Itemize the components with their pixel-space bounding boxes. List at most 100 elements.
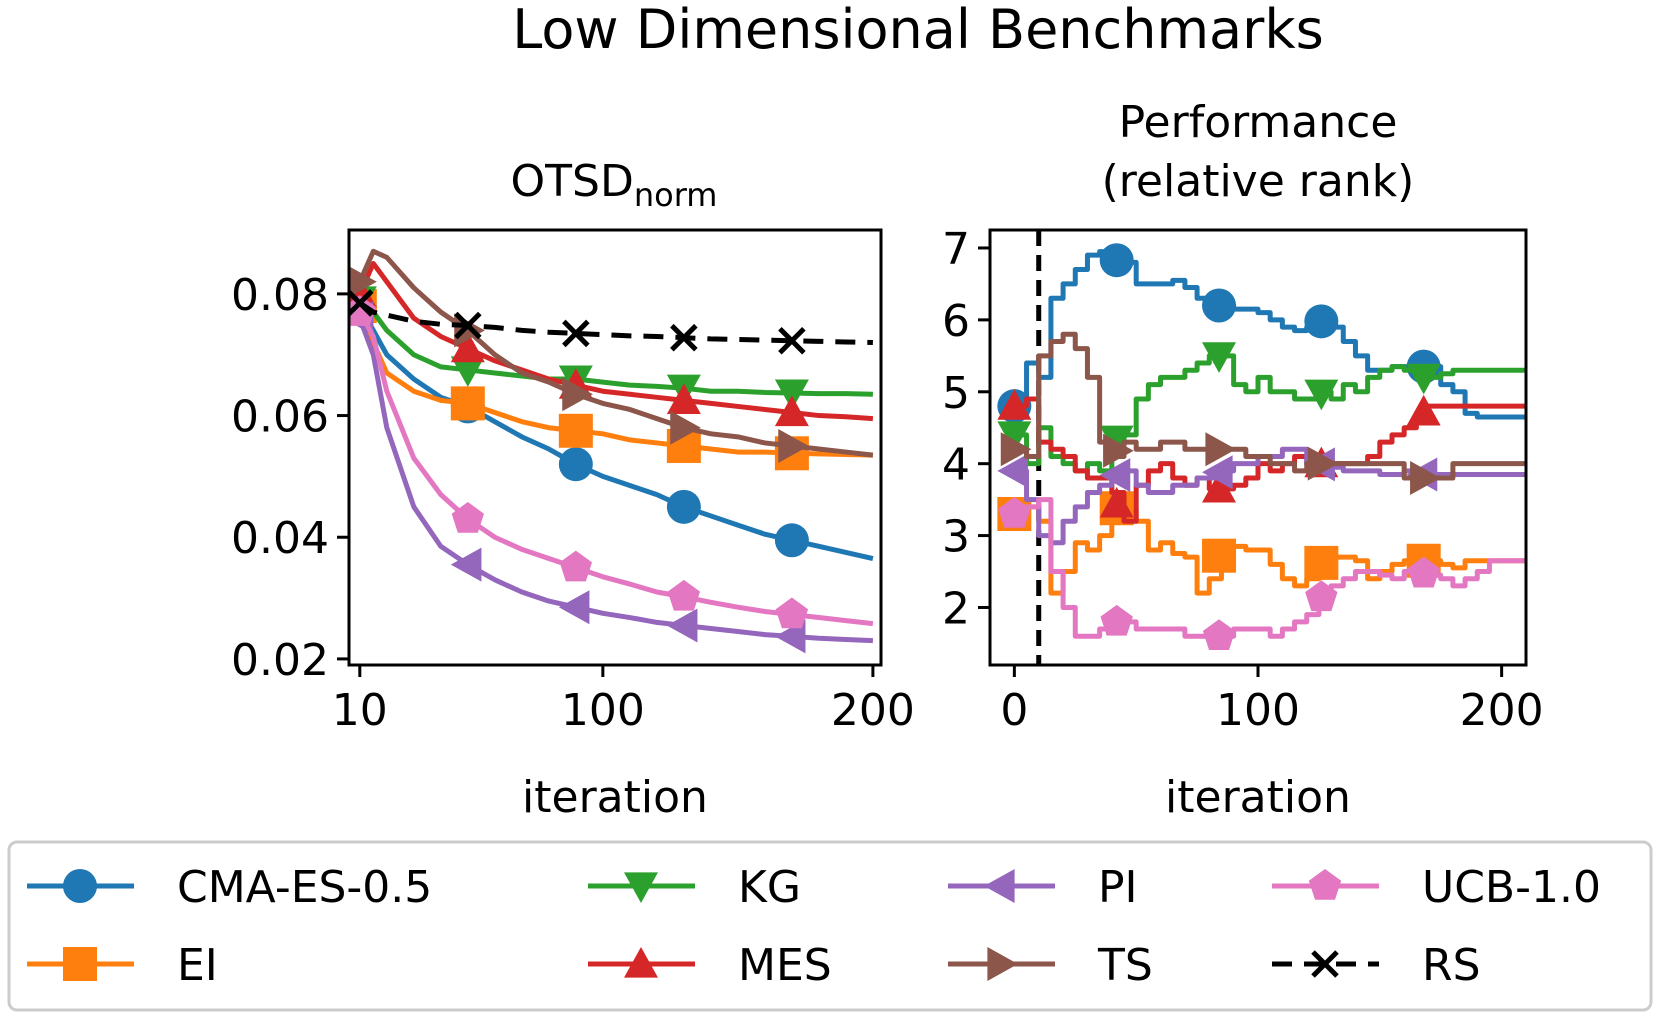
otsd-point-ucb-1-0-4: [667, 579, 701, 611]
legend-label-rs: RS: [1422, 940, 1481, 991]
rank-ytick-label-1: 2: [942, 583, 970, 634]
legend-marker-ei: [63, 947, 97, 981]
otsd-ytick-label-4: 0.08: [231, 270, 329, 321]
rank-point-ts-3: [1205, 432, 1237, 467]
otsd-point-ts-5: [778, 428, 809, 463]
otsd-point-kg-5: [774, 379, 809, 411]
otsd-point-ei-2: [450, 386, 485, 421]
otsd-point-mes-5: [774, 395, 809, 427]
legend-marker-mes: [624, 947, 658, 978]
legend-marker-pi: [984, 869, 1015, 903]
rank-ytick-label-2: 3: [942, 512, 970, 563]
figure-title: Low Dimensional Benchmarks: [512, 0, 1324, 61]
relative-rank-panel: Performance (relative rank) 0 100 200 2 3 4 5 6…: [942, 97, 1544, 823]
legend-item-cma-es-0-5: CMA-ES-0.5: [27, 862, 432, 913]
otsd-point-rs-1: [349, 289, 374, 317]
legend-label-cma-es-0-5: CMA-ES-0.5: [177, 862, 432, 913]
otsd-point-cma-es-0-5-4: [666, 489, 701, 524]
rank-point-kg-5: [1406, 363, 1441, 395]
otsd-point-rs-3: [562, 319, 590, 348]
otsd-xtick-label-2: 100: [561, 685, 645, 736]
legend: CMA-ES-0.5 KG PI UCB-1.0 EI MES TS RS: [7, 840, 1653, 1012]
legend-label-mes: MES: [738, 940, 832, 991]
legend-item-ei: EI: [27, 940, 218, 991]
rank-point-ts-4: [1307, 446, 1339, 481]
rank-point-ei-4: [1304, 545, 1339, 580]
rank-panel-title-line2: (relative rank): [1102, 156, 1415, 207]
rank-point-ucb-1-0-3: [1202, 619, 1236, 650]
rank-point-kg-2: [1099, 425, 1134, 457]
rank-point-kg-4: [1304, 379, 1339, 411]
rank-xtick-label-2: 100: [1216, 685, 1300, 736]
otsd-ytick-label-2: 0.04: [231, 513, 329, 564]
rank-ytick-label-4: 5: [942, 368, 970, 419]
rank-xlabel: iteration: [1165, 772, 1351, 823]
legend-marker-cma-es-0-5: [63, 869, 97, 903]
otsd-point-ts-3: [562, 377, 593, 412]
otsd-point-ucb-1-0-5: [775, 597, 809, 629]
legend-label-kg: KG: [738, 862, 801, 913]
rank-point-mes-3: [1202, 471, 1237, 503]
rank-point-mes-1: [997, 389, 1032, 420]
otsd-norm-panel: OTSDnorm 10 100 200 0.02 0.04 0.06 0.08 iterat…: [231, 156, 915, 823]
otsd-axes-frame: [347, 228, 883, 667]
otsd-point-mes-4: [666, 383, 701, 414]
rank-axes-frame: [988, 228, 1528, 667]
legend-marker-ts: [987, 947, 1018, 981]
otsd-point-pi-2: [450, 547, 482, 582]
legend-item-kg: KG: [588, 862, 801, 913]
rank-xtick-label-1: 0: [1000, 685, 1028, 736]
otsd-point-ei-3: [558, 413, 593, 448]
otsd-point-rs-2: [454, 311, 482, 340]
otsd-point-pi-3: [558, 590, 590, 625]
otsd-point-ucb-1-0-1: [349, 295, 376, 326]
rank-xtick-label-3: 200: [1460, 685, 1544, 736]
rank-point-kg-1: [997, 421, 1032, 452]
rank-point-ucb-1-0-1: [998, 497, 1031, 528]
rank-ytick-label-3: 4: [942, 440, 970, 491]
legend-item-ucb-1-0: UCB-1.0: [1272, 862, 1601, 913]
otsd-point-rs-4: [670, 323, 698, 352]
rank-ytick-label-5: 6: [942, 296, 970, 347]
otsd-xtick-label-3: 200: [831, 685, 915, 736]
otsd-point-cma-es-0-5-5: [774, 523, 809, 558]
legend-label-ucb-1-0: UCB-1.0: [1422, 862, 1601, 913]
rank-series-line-ucb-1-0: [1014, 497, 1526, 639]
legend-marker-rs: [1311, 950, 1339, 978]
rank-point-kg-3: [1202, 342, 1237, 373]
legend-label-pi: PI: [1098, 862, 1138, 913]
otsd-point-ts-4: [670, 410, 701, 445]
legend-item-pi: PI: [948, 862, 1138, 913]
otsd-point-kg-2: [450, 356, 485, 387]
rank-point-pi-2: [1099, 458, 1131, 493]
rank-panel-title-line1: Performance: [1119, 97, 1398, 148]
rank-point-ts-2: [1103, 433, 1134, 468]
rank-point-pi-1: [997, 453, 1028, 488]
legend-item-mes: MES: [588, 940, 832, 991]
rank-point-ts-5: [1410, 461, 1441, 496]
rank-point-pi-3: [1202, 455, 1233, 490]
rank-point-cma-es-0-5-3: [1202, 288, 1237, 323]
rank-point-mes-5: [1406, 394, 1441, 426]
rank-point-ucb-1-0-2: [1100, 604, 1133, 636]
otsd-series-line-rs: [358, 300, 873, 346]
legend-marker-kg: [624, 872, 658, 903]
otsd-point-ucb-1-0-2: [451, 501, 484, 533]
rank-point-mes-2: [1099, 486, 1134, 518]
otsd-point-ucb-1-0-3: [559, 550, 593, 582]
rank-point-ucb-1-0-4: [1305, 580, 1338, 612]
otsd-xtick-label-1: 10: [332, 685, 388, 736]
rank-point-cma-es-0-5-2: [1099, 243, 1134, 278]
rank-point-ucb-1-0-5: [1407, 556, 1440, 588]
otsd-point-cma-es-0-5-3: [558, 447, 593, 482]
otsd-point-pi-4: [666, 608, 698, 643]
legend-item-ts: TS: [948, 940, 1153, 991]
otsd-ytick-label-1: 0.02: [231, 635, 329, 686]
rank-point-ts-1: [1000, 432, 1032, 467]
otsd-point-mes-2: [450, 331, 485, 363]
otsd-panel-title: OTSDnorm: [511, 156, 718, 214]
otsd-xlabel: iteration: [522, 772, 708, 823]
rank-point-cma-es-0-5-4: [1304, 304, 1339, 339]
otsd-point-rs-5: [778, 326, 806, 355]
